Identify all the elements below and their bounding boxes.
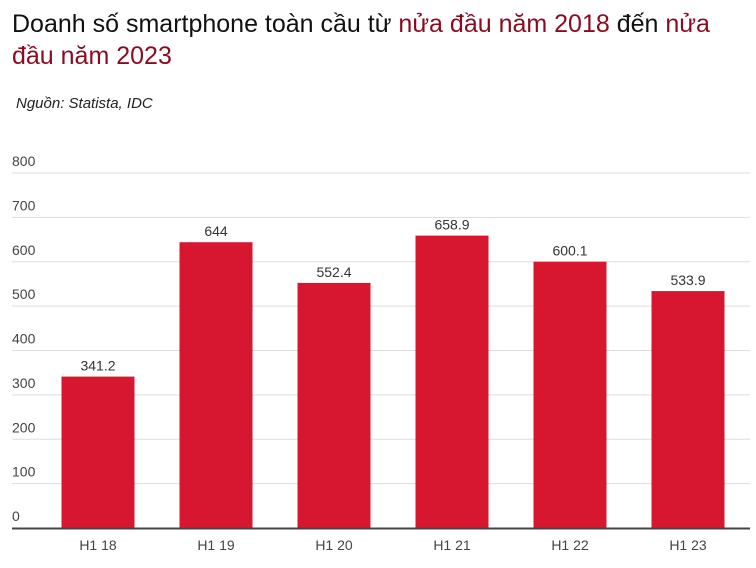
x-tick-label: H1 22 (551, 537, 589, 553)
x-tick-label: H1 23 (669, 537, 707, 553)
y-tick-label: 500 (12, 286, 36, 302)
y-tick-label: 700 (12, 197, 36, 213)
bar (297, 282, 371, 528)
chart-title: Doanh số smartphone toàn cầu từ nửa đầu … (12, 8, 752, 72)
y-tick-label: 200 (12, 419, 36, 435)
data-label: 658.9 (434, 217, 469, 233)
y-tick-label: 400 (12, 331, 36, 347)
data-label: 644 (204, 223, 228, 239)
y-tick-label: 0 (12, 508, 20, 524)
x-tick-label: H1 18 (79, 537, 117, 553)
x-tick-label: H1 20 (315, 537, 353, 553)
title-highlight-end: nửa đầu năm 2023 (12, 10, 710, 70)
y-tick-label: 600 (12, 242, 36, 258)
y-tick-label: 300 (12, 375, 36, 391)
data-label: 600.1 (552, 243, 587, 259)
title-text-mid: đến (609, 10, 666, 38)
y-tick-label: 800 (12, 153, 36, 169)
bar (533, 261, 607, 528)
bar (651, 291, 725, 528)
bar (415, 235, 489, 528)
y-tick-label: 100 (12, 464, 36, 480)
x-tick-label: H1 19 (197, 537, 235, 553)
data-label: 552.4 (316, 264, 351, 280)
data-label: 533.9 (670, 272, 705, 288)
title-highlight-start: nửa đầu năm 2018 (398, 10, 610, 38)
bar (61, 376, 135, 528)
bar (179, 242, 253, 528)
source-note: Nguồn: Statista, IDC (16, 95, 153, 112)
x-tick-label: H1 21 (433, 537, 471, 553)
title-text: Doanh số smartphone toàn cầu từ (12, 10, 399, 38)
data-label: 341.2 (80, 358, 115, 374)
